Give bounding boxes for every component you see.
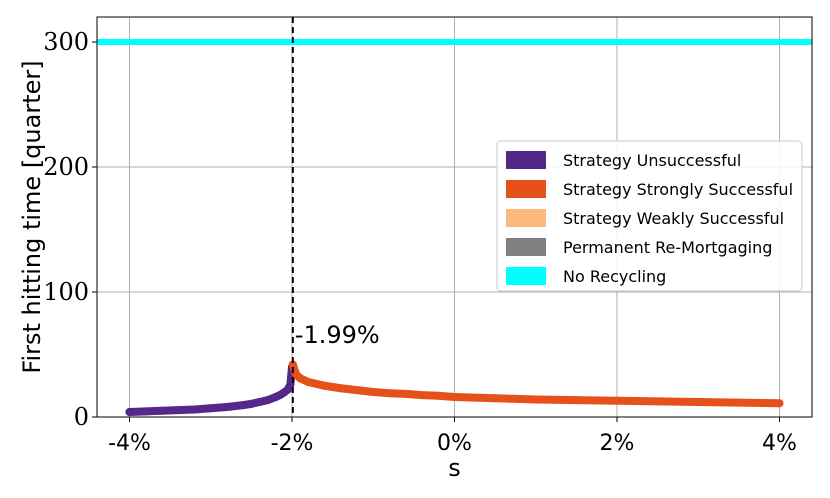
series-0-point — [247, 399, 256, 408]
y-tick-label: 200 — [43, 153, 89, 181]
legend: Strategy Unsuccessful Strategy Strongly S… — [496, 140, 803, 292]
series-0-point — [255, 398, 264, 406]
series-1-point — [434, 391, 443, 400]
legend-swatch — [506, 151, 546, 169]
legend-label: No Recycling — [563, 267, 666, 286]
legend-label: Strategy Strongly Successful — [563, 180, 793, 199]
series-1-point — [328, 383, 337, 391]
series-0-point — [141, 407, 150, 416]
series-1-point — [312, 379, 321, 388]
series-1-point — [734, 398, 743, 407]
series-1-point — [491, 394, 500, 403]
legend-swatch — [506, 180, 546, 198]
legend-label: Strategy Weakly Successful — [563, 209, 784, 228]
x-tick-label: -4% — [108, 431, 151, 456]
series-0-point — [158, 406, 166, 415]
legend-swatch — [506, 238, 546, 256]
series-0-point — [223, 403, 231, 411]
series-1-point — [450, 393, 459, 401]
x-tick-label: -2% — [271, 431, 314, 456]
series-1-point — [418, 391, 426, 400]
y-tick-label: 100 — [43, 278, 89, 306]
series-1-point — [336, 384, 345, 393]
series-1-point — [353, 386, 361, 395]
legend-label: Permanent Re-Mortgaging — [563, 238, 772, 257]
series-0-point — [263, 396, 272, 405]
series-1-point — [694, 398, 703, 406]
series-0-point — [174, 406, 183, 415]
x-axis-label: s — [448, 454, 461, 482]
y-axis-label: First hitting time [quarter] — [18, 60, 46, 373]
series-1-point — [369, 388, 378, 396]
x-tick-label: 2% — [600, 431, 635, 456]
series-1-point — [288, 360, 297, 369]
series-1-point — [401, 389, 410, 398]
x-tick-label: 4% — [762, 431, 797, 456]
series-0-point — [206, 404, 215, 413]
series-1-point — [385, 389, 394, 398]
chart-marks — [97, 17, 812, 417]
series-1-point — [613, 396, 621, 405]
y-tick-label: 300 — [43, 28, 89, 56]
series-1-point — [572, 396, 581, 405]
series-0-point — [125, 408, 134, 416]
legend-swatch — [506, 267, 546, 285]
series-1-point — [653, 397, 662, 406]
series-1-point — [320, 381, 329, 390]
series-0-point — [190, 405, 199, 414]
legend-box — [496, 140, 803, 292]
series-1-point — [531, 395, 540, 404]
series-0-point — [239, 401, 248, 410]
threshold-annotation: -1.99% — [295, 321, 380, 349]
series-1-point — [775, 399, 784, 408]
legend-swatch — [506, 209, 546, 227]
series-1-point — [304, 378, 313, 386]
axis-ticks: -4% -2% 0% 2% 4% 0 100 200 300 — [43, 28, 797, 456]
x-tick-label: 0% — [437, 431, 472, 456]
y-tick-label: 0 — [74, 403, 89, 431]
legend-label: Strategy Unsuccessful — [563, 151, 741, 170]
